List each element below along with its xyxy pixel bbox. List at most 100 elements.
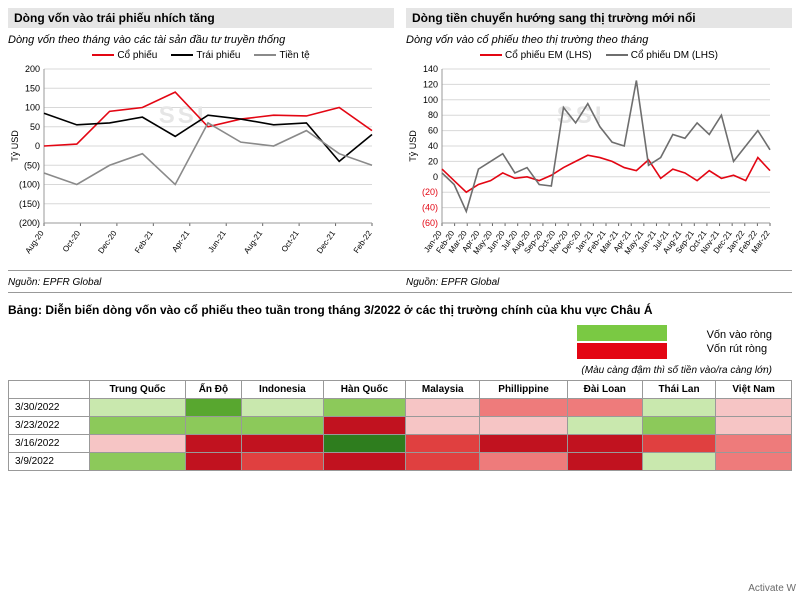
svg-text:Dec-21: Dec-21: [315, 229, 337, 256]
sources-row: Nguồn: EPFR Global Nguồn: EPFR Global: [8, 275, 792, 288]
heat-cell: [90, 435, 185, 453]
legend-label: Cổ phiếu DM (LHS): [631, 50, 718, 61]
heat-cell: [242, 417, 324, 435]
swatch-outflow: [577, 343, 667, 359]
heat-cell: [185, 399, 241, 417]
heat-cell: [567, 453, 642, 471]
left-source: Nguồn: EPFR Global: [8, 275, 394, 288]
heat-cell: [567, 399, 642, 417]
svg-text:Oct-20: Oct-20: [61, 229, 82, 254]
svg-text:Tỷ USD: Tỷ USD: [408, 130, 418, 162]
left-subheader: Dòng vốn theo tháng vào các tài sản đầu …: [8, 28, 394, 48]
row-date: 3/9/2022: [9, 453, 90, 471]
heat-cell: [90, 399, 185, 417]
svg-text:Feb-21: Feb-21: [133, 229, 155, 255]
heat-cell: [185, 453, 241, 471]
heat-cell: [242, 435, 324, 453]
heat-cell: [242, 453, 324, 471]
svg-text:(20): (20): [422, 187, 438, 197]
heat-cell: [480, 453, 567, 471]
row-date: 3/16/2022: [9, 435, 90, 453]
heatmap-table: Trung QuốcẤn ĐộIndonesiaHàn QuốcMalaysia…: [8, 380, 792, 471]
right-chart-wrap: Cổ phiếu EM (LHS) Cổ phiếu DM (LHS) (60)…: [406, 48, 792, 266]
heat-cell: [716, 435, 792, 453]
svg-text:Feb-22: Feb-22: [352, 229, 374, 255]
svg-text:120: 120: [423, 79, 438, 89]
heat-cell: [323, 435, 405, 453]
chart-subheaders: Dòng vốn theo tháng vào các tài sản đầu …: [8, 28, 792, 48]
col-header: Đài Loan: [567, 381, 642, 399]
heat-cell: [185, 417, 241, 435]
legend-label: Cổ phiếu EM (LHS): [505, 50, 592, 61]
row-date: 3/23/2022: [9, 417, 90, 435]
heat-cell: [323, 417, 405, 435]
legend-outflow-label: Vốn rút ròng: [707, 343, 772, 355]
left-chart-wrap: Cổ phiếu Trái phiếu Tiền tệ (200) (150) (1…: [8, 48, 394, 266]
col-header: Trung Quốc: [90, 381, 185, 399]
heat-cell: [406, 417, 480, 435]
heat-cell: [642, 435, 715, 453]
row-date: 3/30/2022: [9, 399, 90, 417]
table-title: Bảng: Diễn biến dòng vốn vào cổ phiếu th…: [8, 297, 792, 321]
table-legend: Vốn vào ròng Vốn rút ròng: [8, 321, 792, 363]
rule: [8, 292, 792, 293]
charts-row: Cổ phiếu Trái phiếu Tiền tệ (200) (150) (1…: [8, 48, 792, 266]
svg-text:(150): (150): [19, 199, 40, 209]
svg-text:150: 150: [25, 83, 40, 93]
legend-label: Trái phiếu: [196, 50, 240, 61]
col-header: Malaysia: [406, 381, 480, 399]
svg-text:0: 0: [433, 172, 438, 182]
svg-text:SSI: SSI: [159, 102, 207, 129]
swatch-inflow: [577, 325, 667, 341]
heat-cell: [642, 417, 715, 435]
table-note: (Màu càng đậm thì số tiền vào/ra càng lớ…: [8, 363, 792, 380]
svg-text:0: 0: [35, 141, 40, 151]
heat-cell: [642, 453, 715, 471]
heat-cell: [185, 435, 241, 453]
svg-text:200: 200: [25, 64, 40, 74]
heat-cell: [716, 417, 792, 435]
svg-text:Aug-21: Aug-21: [242, 229, 264, 256]
svg-text:40: 40: [428, 141, 438, 151]
heat-cell: [242, 399, 324, 417]
heat-cell: [716, 453, 792, 471]
svg-text:Apr-21: Apr-21: [170, 229, 191, 254]
svg-text:(60): (60): [422, 218, 438, 228]
heat-cell: [90, 453, 185, 471]
svg-text:Dec-20: Dec-20: [96, 229, 118, 256]
left-chart-legend: Cổ phiếu Trái phiếu Tiền tệ: [8, 48, 394, 63]
svg-text:Oct-21: Oct-21: [280, 229, 301, 254]
svg-text:(100): (100): [19, 180, 40, 190]
right-header: Dòng tiền chuyển hướng sang thị trường m…: [406, 8, 792, 28]
svg-text:(40): (40): [422, 203, 438, 213]
heat-cell: [90, 417, 185, 435]
legend-label: Tiền tệ: [279, 50, 309, 61]
svg-text:20: 20: [428, 156, 438, 166]
svg-text:Tỷ USD: Tỷ USD: [10, 130, 20, 162]
heat-cell: [323, 399, 405, 417]
col-header: Indonesia: [242, 381, 324, 399]
heat-cell: [642, 399, 715, 417]
col-header: Phillippine: [480, 381, 567, 399]
left-header: Dòng vốn vào trái phiếu nhích tăng: [8, 8, 394, 28]
svg-text:140: 140: [423, 64, 438, 74]
right-source: Nguồn: EPFR Global: [406, 275, 792, 288]
legend-label: Cổ phiếu: [117, 50, 157, 61]
svg-text:60: 60: [428, 126, 438, 136]
legend-inflow-label: Vốn vào ròng: [707, 329, 772, 341]
svg-text:(200): (200): [19, 218, 40, 228]
svg-text:80: 80: [428, 110, 438, 120]
rule: [8, 270, 792, 271]
activate-watermark: Activate W: [748, 583, 796, 594]
right-chart-legend: Cổ phiếu EM (LHS) Cổ phiếu DM (LHS): [406, 48, 792, 63]
heat-cell: [406, 399, 480, 417]
svg-text:Aug-20: Aug-20: [23, 229, 45, 256]
heat-cell: [406, 435, 480, 453]
svg-text:50: 50: [30, 122, 40, 132]
col-header: Hàn Quốc: [323, 381, 405, 399]
col-header: Việt Nam: [716, 381, 792, 399]
heat-cell: [323, 453, 405, 471]
heat-cell: [567, 435, 642, 453]
svg-text:100: 100: [423, 95, 438, 105]
heat-cell: [567, 417, 642, 435]
